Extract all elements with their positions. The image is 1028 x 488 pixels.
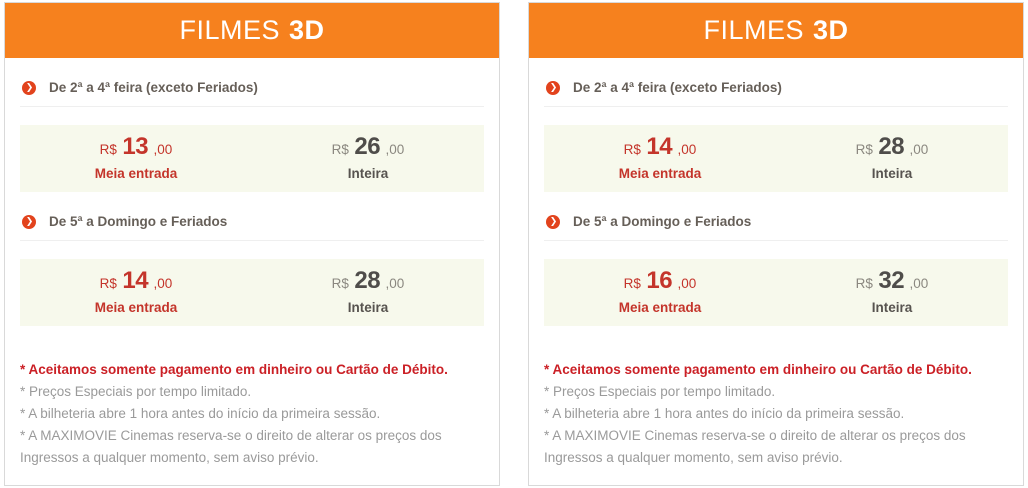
price-value: R$ 13 ,00 [20,134,252,163]
footnote-limited: * Preços Especiais por tempo limitado. [544,384,776,399]
pricing-panel-left: FILMES 3D ❯ De 2ª a 4ª feira (exceto Fer… [4,2,500,486]
currency-symbol: R$ [623,276,641,291]
chevron-right-icon: ❯ [546,80,560,95]
price-half-entry: R$ 14 ,00 Meia entrada [20,268,252,316]
price-value: R$ 32 ,00 [776,268,1008,297]
price-cents: ,00 [385,276,405,291]
price-full-entry: R$ 26 ,00 Inteira [252,134,484,182]
price-value: R$ 26 ,00 [252,134,484,163]
price-cents: ,00 [909,142,929,157]
price-cents: ,00 [385,142,405,157]
footnote-rights: * A MAXIMOVIE Cinemas reserva-se o direi… [544,428,966,465]
chevron-right-icon: ❯ [22,80,36,95]
section-weekday[interactable]: ❯ De 2ª a 4ª feira (exceto Feriados) [544,58,1008,107]
chevron-right-icon: ❯ [22,214,36,229]
price-half-entry: R$ 14 ,00 Meia entrada [544,134,776,182]
price-cents: ,00 [153,276,173,291]
footnotes: * Aceitamos somente pagamento em dinheir… [544,359,1008,469]
currency-symbol: R$ [99,142,117,157]
currency-symbol: R$ [855,276,873,291]
price-label: Meia entrada [94,166,178,181]
price-value: R$ 14 ,00 [544,134,776,163]
currency-symbol: R$ [331,276,349,291]
price-value: R$ 28 ,00 [252,268,484,297]
pricing-panel-right: FILMES 3D ❯ De 2ª a 4ª feira (exceto Fer… [528,2,1024,486]
panel-title: FILMES 3D [5,3,499,58]
panel-title-3d: 3D [813,15,849,45]
price-label: Inteira [871,300,913,315]
price-full-entry: R$ 28 ,00 Inteira [252,268,484,316]
footnote-rights: * A MAXIMOVIE Cinemas reserva-se o direi… [20,428,442,465]
price-cents: ,00 [677,142,697,157]
price-full-entry: R$ 28 ,00 Inteira [776,134,1008,182]
panel-body: ❯ De 2ª a 4ª feira (exceto Feriados) R$ … [529,58,1023,485]
panel-title: FILMES 3D [529,3,1023,58]
price-amount: 13 [122,133,149,160]
price-cents: ,00 [677,276,697,291]
chevron-right-icon: ❯ [546,214,560,229]
price-cents: ,00 [153,142,173,157]
price-full-entry: R$ 32 ,00 Inteira [776,268,1008,316]
price-label: Inteira [871,166,913,181]
currency-symbol: R$ [855,142,873,157]
price-cents: ,00 [909,276,929,291]
price-value: R$ 14 ,00 [20,268,252,297]
section-weekend[interactable]: ❯ De 5ª a Domingo e Feriados [20,192,484,241]
price-amount: 32 [878,267,905,294]
price-value: R$ 16 ,00 [544,268,776,297]
section-weekend[interactable]: ❯ De 5ª a Domingo e Feriados [544,192,1008,241]
section-label: De 5ª a Domingo e Feriados [573,214,752,229]
price-band: R$ 14 ,00 Meia entrada R$ 28 ,00 Inteira [544,125,1008,192]
price-amount: 14 [646,133,673,160]
currency-symbol: R$ [99,276,117,291]
currency-symbol: R$ [331,142,349,157]
section-label: De 2ª a 4ª feira (exceto Feriados) [49,80,258,95]
price-label: Meia entrada [618,300,702,315]
panel-body: ❯ De 2ª a 4ª feira (exceto Feriados) R$ … [5,58,499,485]
panel-title-text: FILMES [703,15,804,45]
price-amount: 28 [354,267,381,294]
currency-symbol: R$ [623,142,641,157]
price-half-entry: R$ 16 ,00 Meia entrada [544,268,776,316]
panel-title-3d: 3D [289,15,325,45]
footnote-payment: * Aceitamos somente pagamento em dinheir… [544,362,972,377]
price-label: Inteira [347,166,389,181]
price-band: R$ 16 ,00 Meia entrada R$ 32 ,00 Inteira [544,259,1008,326]
footnotes: * Aceitamos somente pagamento em dinheir… [20,359,484,469]
footnote-payment: * Aceitamos somente pagamento em dinheir… [20,362,448,377]
price-value: R$ 28 ,00 [776,134,1008,163]
section-weekday[interactable]: ❯ De 2ª a 4ª feira (exceto Feriados) [20,58,484,107]
panel-title-text: FILMES [179,15,280,45]
price-amount: 26 [354,133,381,160]
price-amount: 16 [646,267,673,294]
footnote-boxoffice: * A bilheteria abre 1 hora antes do iníc… [544,406,905,421]
price-label: Meia entrada [618,166,702,181]
section-label: De 2ª a 4ª feira (exceto Feriados) [573,80,782,95]
price-label: Meia entrada [94,300,178,315]
section-label: De 5ª a Domingo e Feriados [49,214,228,229]
price-label: Inteira [347,300,389,315]
price-amount: 14 [122,267,149,294]
price-band: R$ 13 ,00 Meia entrada R$ 26 ,00 Inteira [20,125,484,192]
price-amount: 28 [878,133,905,160]
price-band: R$ 14 ,00 Meia entrada R$ 28 ,00 Inteira [20,259,484,326]
footnote-boxoffice: * A bilheteria abre 1 hora antes do iníc… [20,406,381,421]
price-half-entry: R$ 13 ,00 Meia entrada [20,134,252,182]
footnote-limited: * Preços Especiais por tempo limitado. [20,384,252,399]
